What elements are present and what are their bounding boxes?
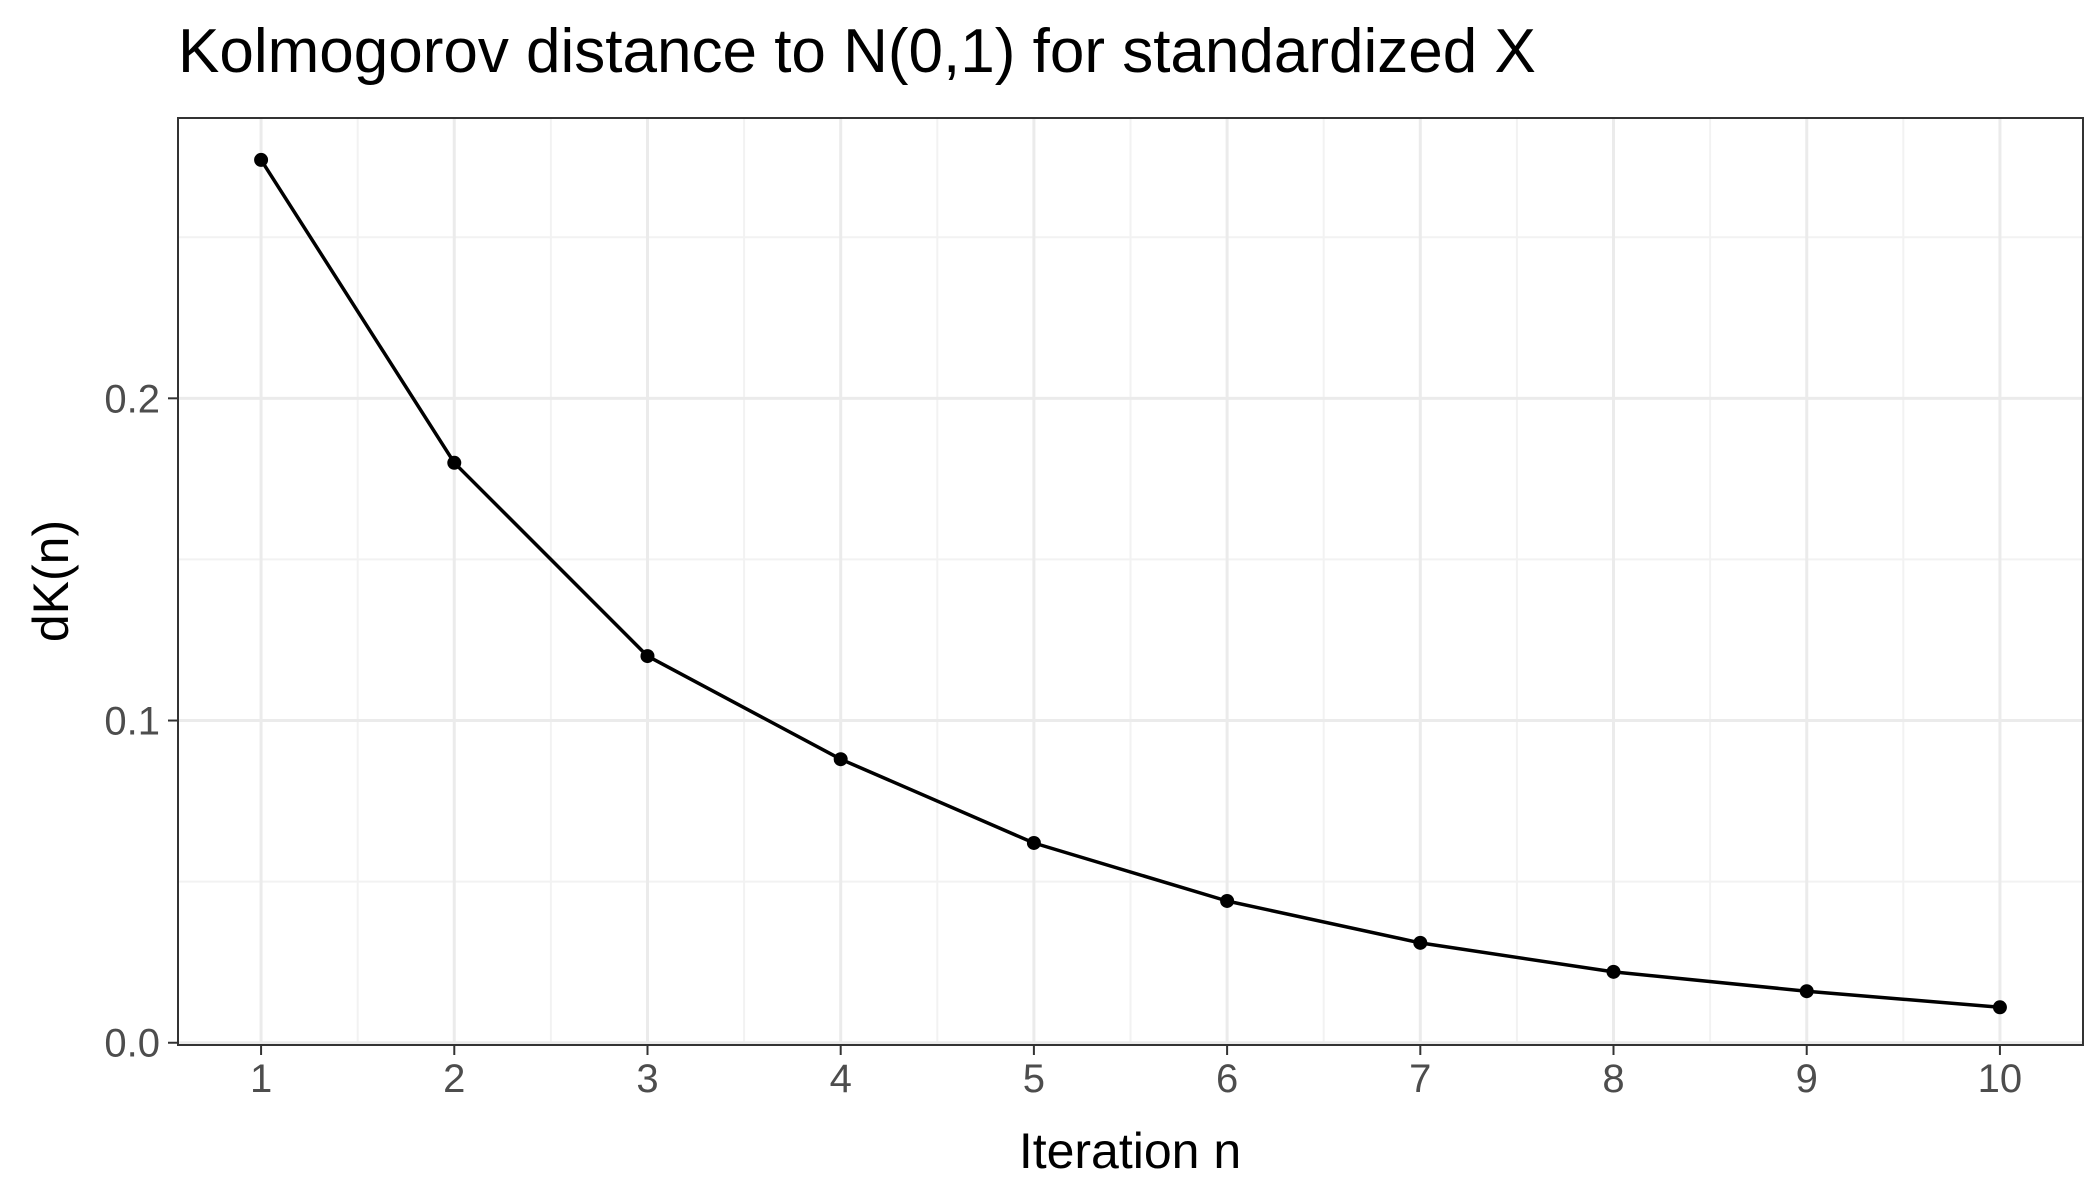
- x-tick-label: 5: [1023, 1057, 1045, 1101]
- data-point: [833, 752, 848, 767]
- x-axis: 1 2 3 4 5 6 7 8 9 10: [250, 1045, 2022, 1101]
- x-tick-label: 3: [636, 1057, 658, 1101]
- data-point: [1799, 984, 1814, 999]
- data-point: [640, 649, 655, 664]
- y-tick-label: 0.0: [104, 1022, 160, 1066]
- x-tick-label: 9: [1796, 1057, 1818, 1101]
- panel-border: [177, 117, 2084, 1046]
- x-tick-label: 10: [1978, 1057, 2023, 1101]
- minor-grid: [178, 118, 2083, 1045]
- data-point: [1606, 964, 1621, 979]
- chart-title: Kolmogorov distance to N(0,1) for standa…: [178, 17, 1536, 86]
- series-line: [259, 158, 2001, 1010]
- x-axis-title: Iteration n: [1019, 1123, 1241, 1179]
- x-tick-label: 6: [1216, 1057, 1238, 1101]
- data-point: [1220, 893, 1235, 908]
- x-tick-label: 8: [1602, 1057, 1624, 1101]
- y-axis: 0.0 0.1 0.2: [104, 377, 178, 1066]
- x-tick-label: 2: [443, 1057, 465, 1101]
- major-grid: [178, 118, 2083, 1045]
- x-tick-label: 7: [1409, 1057, 1431, 1101]
- data-point: [1992, 1000, 2007, 1015]
- data-point: [1026, 835, 1041, 850]
- data-point: [1413, 935, 1428, 950]
- data-point: [254, 152, 269, 167]
- y-axis-title: dK(n): [23, 520, 79, 642]
- y-tick-label: 0.1: [104, 700, 160, 744]
- data-point: [447, 455, 462, 470]
- x-tick-label: 1: [250, 1057, 272, 1101]
- x-tick-label: 4: [830, 1057, 852, 1101]
- y-tick-label: 0.2: [104, 377, 160, 421]
- series-layer: [254, 152, 2007, 1015]
